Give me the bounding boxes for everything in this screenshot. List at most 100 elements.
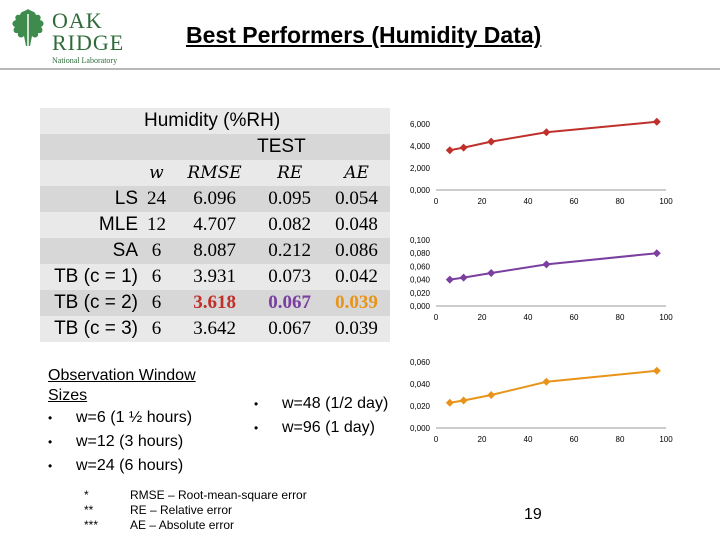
column-header: AE bbox=[323, 160, 390, 186]
data-point bbox=[445, 275, 454, 284]
cell-rmse: 4.707 bbox=[172, 212, 257, 238]
x-tick-label: 80 bbox=[616, 435, 625, 444]
window-size-list-right: • w=48 (1/2 day) • w=96 (1 day) bbox=[254, 392, 388, 440]
series-line bbox=[449, 252, 657, 281]
cell-ae: 0.042 bbox=[323, 264, 390, 290]
data-point bbox=[542, 377, 551, 386]
y-tick-label: 0,040 bbox=[410, 380, 431, 389]
y-tick-label: 0,000 bbox=[410, 186, 431, 195]
logo-text-line1: OAK bbox=[52, 8, 103, 33]
data-point bbox=[487, 137, 496, 146]
cell-rmse-best: 3.618 bbox=[172, 290, 257, 316]
footnote-text: AE – Absolute error bbox=[130, 518, 235, 532]
cell-re: 0.067 bbox=[256, 316, 324, 342]
x-tick-label: 20 bbox=[478, 313, 487, 322]
list-item-text: w=48 (1/2 day) bbox=[282, 395, 389, 412]
x-tick-label: 60 bbox=[570, 197, 579, 206]
footnote-text: RMSE – Root-mean-square error bbox=[130, 488, 307, 502]
cell-rmse: 8.087 bbox=[172, 238, 257, 264]
bullet-icon: • bbox=[48, 411, 53, 425]
cell-re: 0.073 bbox=[256, 264, 324, 290]
footnote: * RMSE – Root-mean-square error bbox=[84, 488, 307, 503]
table-row: SA 6 8.087 0.212 0.086 bbox=[40, 238, 390, 264]
header-divider bbox=[0, 68, 720, 70]
list-item: • w=48 (1/2 day) bbox=[254, 392, 388, 416]
cell-re: 0.082 bbox=[256, 212, 324, 238]
bullet-icon: • bbox=[48, 435, 53, 449]
y-tick-label: 0,020 bbox=[410, 289, 431, 298]
cell-w: 6 bbox=[140, 290, 173, 316]
ae-line-chart: 0,000 0,020 0,040 0,060 0 20 40 60 80 100 bbox=[396, 354, 686, 474]
list-item-text: w=6 (1 ½ hours) bbox=[76, 409, 193, 426]
window-size-list-left: • w=6 (1 ½ hours) • w=12 (3 hours) • w=24 (… bbox=[48, 406, 196, 478]
table-row: TB (c = 1) 6 3.931 0.073 0.042 bbox=[40, 264, 390, 290]
footnote: *** AE – Absolute error bbox=[84, 518, 307, 533]
cell-w: 12 bbox=[140, 212, 173, 238]
cell-w: 6 bbox=[140, 238, 173, 264]
y-tick-label: 0,080 bbox=[410, 249, 431, 258]
cell-w: 6 bbox=[140, 264, 173, 290]
bullet-icon: • bbox=[48, 459, 53, 473]
x-tick-label: 20 bbox=[478, 435, 487, 444]
x-tick-label: 40 bbox=[524, 197, 533, 206]
column-header: w bbox=[140, 160, 173, 186]
bullet-icon: • bbox=[254, 397, 259, 411]
row-label: TB (c = 1) bbox=[40, 264, 140, 290]
y-tick-label: 0,000 bbox=[410, 302, 431, 311]
data-point bbox=[487, 269, 496, 277]
data-point bbox=[652, 117, 661, 126]
results-table: Humidity (%RH) TEST w RMSE RE AE LS 24 6… bbox=[40, 108, 390, 344]
notes-title-line2: Sizes bbox=[48, 387, 88, 404]
list-item: • w=96 (1 day) bbox=[254, 416, 388, 440]
x-tick-label: 60 bbox=[570, 313, 579, 322]
table-subheading-row: TEST bbox=[40, 134, 390, 160]
re-chart-svg: 0,000 0,020 0,040 0,060 0,080 0,100 0 20 40 60 80 1… bbox=[410, 236, 673, 322]
footnotes: * RMSE – Root-mean-square error ** RE – Re… bbox=[84, 488, 307, 533]
cell-re: 0.095 bbox=[256, 186, 324, 212]
cell-ae: 0.086 bbox=[323, 238, 390, 264]
y-tick-label: 0,100 bbox=[410, 236, 431, 245]
cell-ae-best: 0.039 bbox=[323, 290, 390, 316]
cell-ae: 0.048 bbox=[323, 212, 390, 238]
row-label: LS bbox=[40, 186, 140, 212]
ae-chart-svg: 0,000 0,020 0,040 0,060 0 20 40 60 80 100 bbox=[410, 358, 673, 444]
list-item-text: w=12 (3 hours) bbox=[76, 433, 184, 450]
list-item: • w=24 (6 hours) bbox=[48, 454, 196, 478]
row-label: TB (c = 3) bbox=[40, 316, 140, 342]
footnote-mark: *** bbox=[84, 518, 99, 532]
y-tick-label: 4,000 bbox=[410, 142, 431, 151]
cell-w: 24 bbox=[140, 186, 173, 212]
list-item-text: w=96 (1 day) bbox=[282, 419, 375, 436]
table-row: LS 24 6.096 0.095 0.054 bbox=[40, 186, 390, 212]
x-tick-label: 0 bbox=[434, 313, 439, 322]
logo-text-line3: National Laboratory bbox=[52, 56, 118, 65]
x-tick-label: 20 bbox=[478, 197, 487, 206]
row-label: TB (c = 2) bbox=[40, 290, 140, 316]
notes-title-line1: Observation Window bbox=[48, 367, 196, 384]
x-tick-label: 60 bbox=[570, 435, 579, 444]
data-point bbox=[652, 249, 661, 258]
data-point bbox=[487, 391, 496, 399]
cell-re-best: 0.067 bbox=[256, 290, 324, 316]
y-tick-label: 0,060 bbox=[410, 262, 431, 271]
series-line bbox=[449, 369, 657, 404]
slide-title: Best Performers (Humidity Data) bbox=[186, 22, 542, 48]
data-point bbox=[542, 260, 551, 269]
table-row: MLE 12 4.707 0.082 0.048 bbox=[40, 212, 390, 238]
list-item: • w=12 (3 hours) bbox=[48, 430, 196, 454]
column-header: RE bbox=[256, 160, 324, 186]
row-label: MLE bbox=[40, 212, 140, 238]
y-tick-label: 0,000 bbox=[410, 424, 431, 433]
list-item: • w=6 (1 ½ hours) bbox=[48, 406, 196, 430]
x-tick-label: 80 bbox=[616, 313, 625, 322]
cell-ae: 0.039 bbox=[323, 316, 390, 342]
table-heading-row: Humidity (%RH) bbox=[40, 108, 390, 134]
table-subheading: TEST bbox=[172, 134, 390, 160]
column-header: RMSE bbox=[172, 160, 257, 186]
y-tick-label: 2,000 bbox=[410, 164, 431, 173]
x-tick-label: 100 bbox=[659, 313, 673, 322]
data-point bbox=[445, 146, 454, 155]
cell-ae: 0.054 bbox=[323, 186, 390, 212]
y-tick-label: 0,060 bbox=[410, 358, 431, 367]
cell-re: 0.212 bbox=[256, 238, 324, 264]
